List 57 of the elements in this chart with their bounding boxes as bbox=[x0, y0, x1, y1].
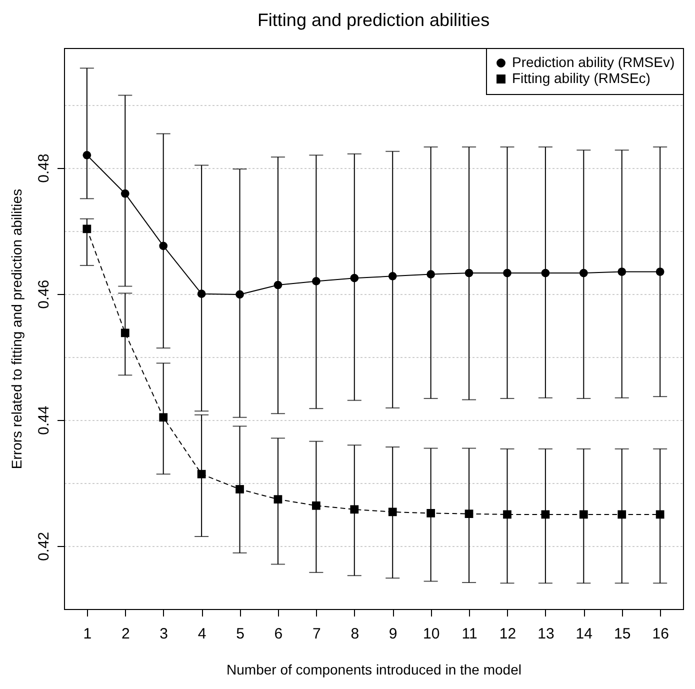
point bbox=[426, 509, 435, 518]
x-tick-label: 8 bbox=[350, 626, 360, 642]
y-tick-label: 0.44 bbox=[36, 406, 52, 435]
point bbox=[618, 510, 626, 519]
point bbox=[656, 268, 664, 276]
point bbox=[541, 268, 550, 278]
x-tick-label: 1 bbox=[83, 626, 92, 642]
x-tick-label: 9 bbox=[388, 626, 398, 642]
y-tick-label: 0.48 bbox=[36, 154, 52, 183]
point bbox=[82, 224, 92, 234]
chart-title: Fitting and prediction abilities bbox=[257, 10, 490, 30]
point bbox=[159, 242, 168, 250]
legend-label: Prediction ability (RMSEv) bbox=[512, 54, 675, 70]
x-tick-label: 5 bbox=[236, 626, 244, 642]
point bbox=[464, 268, 474, 278]
point bbox=[159, 413, 168, 422]
point bbox=[120, 328, 130, 338]
point bbox=[312, 501, 320, 510]
x-tick-label: 10 bbox=[422, 626, 440, 642]
x-tick-label: 2 bbox=[121, 626, 130, 642]
point bbox=[618, 268, 626, 276]
x-tick-label: 11 bbox=[462, 626, 478, 642]
x-tick-label: 7 bbox=[312, 626, 321, 642]
y-tick-label: 0.42 bbox=[36, 532, 52, 562]
point bbox=[120, 189, 130, 198]
x-axis-title: Number of components introduced in the model bbox=[226, 662, 522, 678]
point bbox=[197, 290, 206, 298]
point bbox=[350, 274, 359, 282]
x-tick-label: 12 bbox=[499, 626, 516, 642]
x-tick-label: 6 bbox=[274, 626, 283, 642]
point bbox=[388, 508, 397, 516]
x-tick-label: 16 bbox=[652, 626, 669, 642]
point bbox=[350, 505, 359, 514]
legend-label: Fitting ability (RMSEc) bbox=[512, 70, 650, 86]
x-tick-label: 14 bbox=[576, 626, 592, 642]
y-axis-title: Errors related to fitting and prediction abilities bbox=[8, 188, 24, 470]
point bbox=[274, 280, 282, 290]
x-tick-label: 15 bbox=[614, 626, 631, 642]
point bbox=[541, 510, 550, 519]
x-tick-label: 13 bbox=[538, 626, 554, 642]
point bbox=[426, 270, 435, 278]
point bbox=[236, 290, 244, 299]
x-tick-label: 4 bbox=[198, 626, 206, 642]
point bbox=[503, 510, 512, 519]
point bbox=[274, 495, 282, 504]
point bbox=[197, 470, 206, 478]
point bbox=[388, 272, 397, 280]
point bbox=[503, 268, 512, 278]
point bbox=[464, 510, 474, 518]
point bbox=[579, 510, 588, 519]
point bbox=[579, 268, 588, 278]
point bbox=[82, 150, 92, 160]
point bbox=[312, 277, 320, 286]
x-tick-label: 3 bbox=[160, 626, 168, 642]
point bbox=[236, 485, 244, 494]
point bbox=[656, 510, 664, 519]
y-tick-label: 0.46 bbox=[36, 280, 52, 309]
